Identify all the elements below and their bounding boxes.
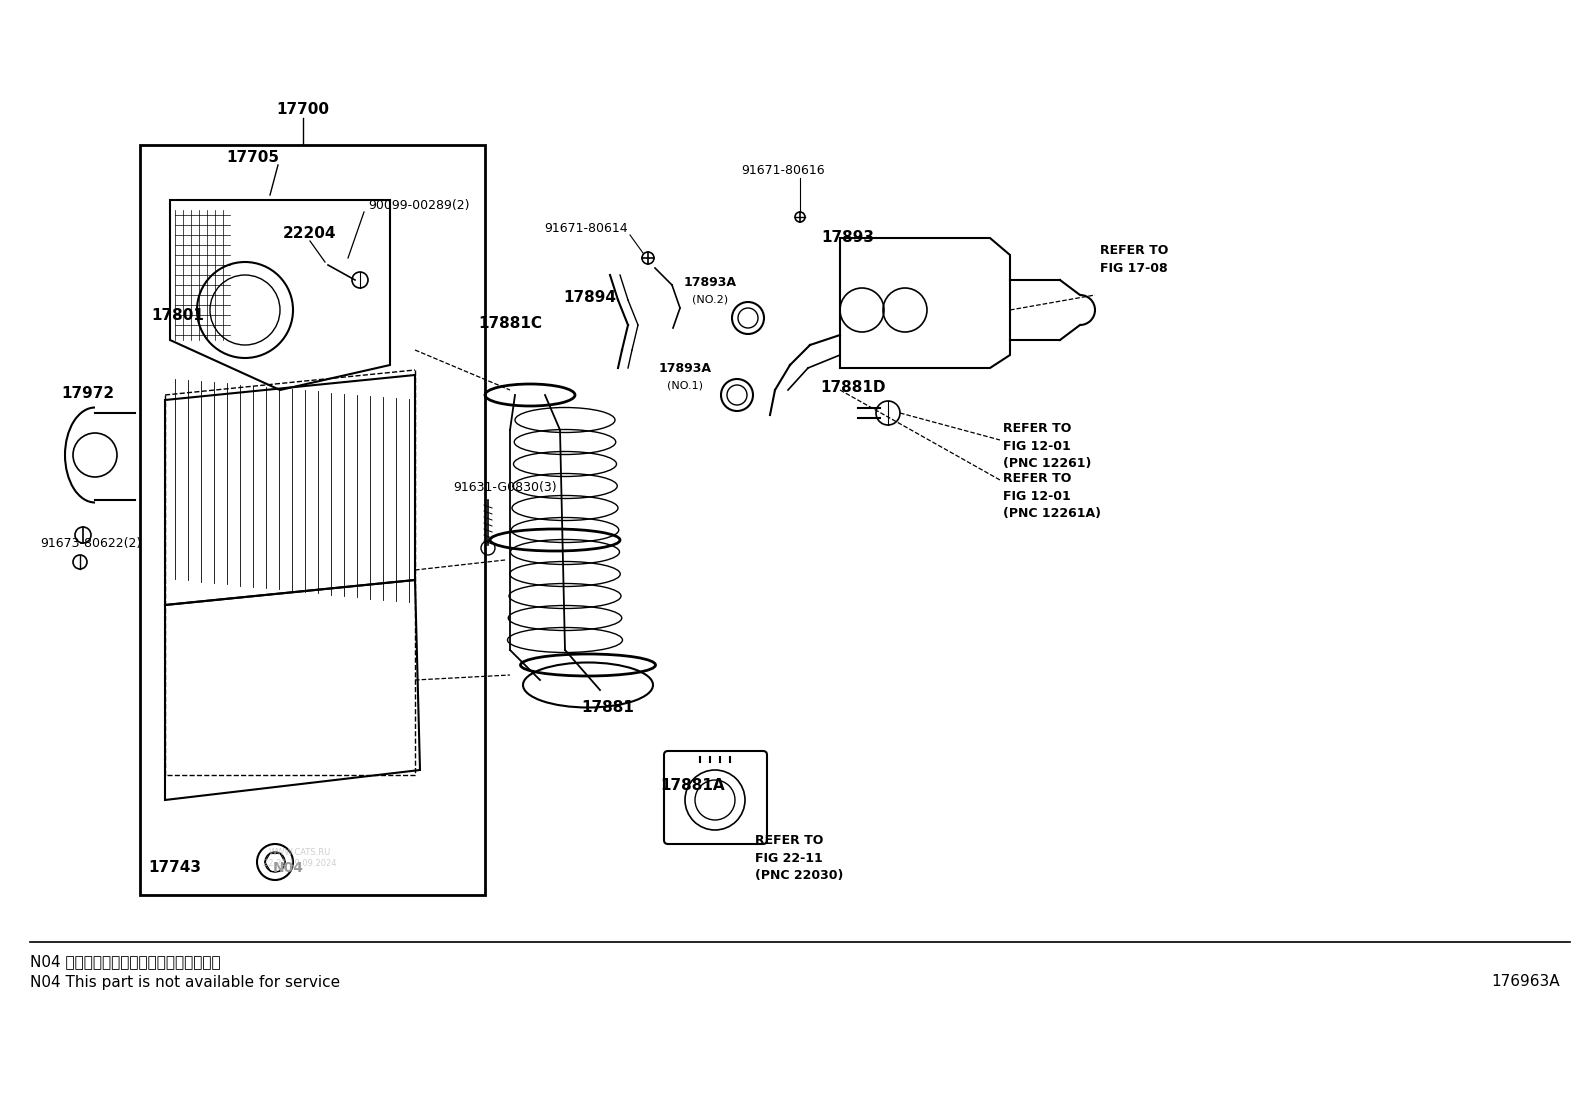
Text: FIG 12-01: FIG 12-01 xyxy=(1003,440,1071,453)
Text: WWW.CATS.RU
22.21 19.09.2024: WWW.CATS.RU 22.21 19.09.2024 xyxy=(263,848,338,868)
Text: 17893A: 17893A xyxy=(659,362,712,375)
Text: 22204: 22204 xyxy=(283,225,338,241)
Text: 17705: 17705 xyxy=(226,149,280,165)
Text: REFER TO: REFER TO xyxy=(1003,471,1071,485)
Text: FIG 12-01: FIG 12-01 xyxy=(1003,489,1071,502)
Text: FIG 22-11: FIG 22-11 xyxy=(755,852,823,865)
Text: 17893A: 17893A xyxy=(683,277,737,289)
Text: (NO.2): (NO.2) xyxy=(693,295,728,306)
Text: 17881D: 17881D xyxy=(820,380,885,396)
Text: 17972: 17972 xyxy=(62,386,115,400)
Text: 17801: 17801 xyxy=(151,308,204,322)
Text: 91671-80614: 91671-80614 xyxy=(544,222,627,234)
Text: 17700: 17700 xyxy=(277,102,330,118)
Text: REFER TO: REFER TO xyxy=(1100,244,1169,256)
Text: 17881: 17881 xyxy=(581,700,635,715)
Bar xyxy=(140,145,486,895)
Text: REFER TO: REFER TO xyxy=(755,833,823,846)
Text: N04 This part is not available for service: N04 This part is not available for servi… xyxy=(30,975,341,989)
Text: 90099-00289(2): 90099-00289(2) xyxy=(368,199,470,211)
Text: 17881A: 17881A xyxy=(661,777,726,792)
Text: (PNC 12261A): (PNC 12261A) xyxy=(1003,508,1102,521)
Text: (PNC 22030): (PNC 22030) xyxy=(755,869,844,882)
Text: 17743: 17743 xyxy=(148,861,202,876)
Text: REFER TO: REFER TO xyxy=(1003,422,1071,434)
Text: (PNC 12261): (PNC 12261) xyxy=(1003,457,1092,470)
Text: 17894: 17894 xyxy=(564,290,616,306)
Text: N04 この部品については補給していません: N04 この部品については補給していません xyxy=(30,955,221,969)
Text: 17881C: 17881C xyxy=(478,315,541,331)
Text: (NO.1): (NO.1) xyxy=(667,380,704,390)
Text: 91671-80616: 91671-80616 xyxy=(742,164,825,177)
Text: N04: N04 xyxy=(272,861,304,875)
Text: FIG 17-08: FIG 17-08 xyxy=(1100,262,1167,275)
Text: 176963A: 176963A xyxy=(1492,975,1560,989)
Text: 17893: 17893 xyxy=(821,231,874,245)
Text: 91631-G0830(3): 91631-G0830(3) xyxy=(454,481,557,495)
Text: 91673-80622(2): 91673-80622(2) xyxy=(40,536,142,550)
